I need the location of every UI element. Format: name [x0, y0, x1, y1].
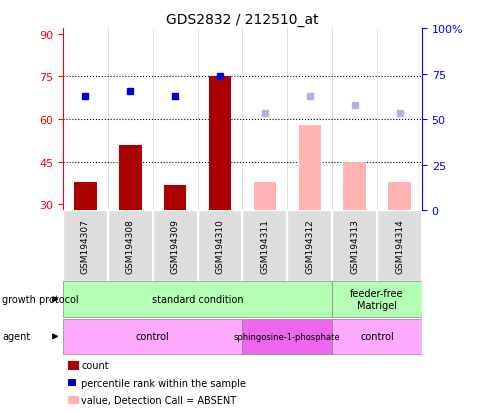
- Bar: [119, 145, 141, 211]
- Text: GSM194313: GSM194313: [349, 218, 359, 273]
- Bar: [287, 211, 332, 281]
- Text: GSM194310: GSM194310: [215, 218, 224, 273]
- Bar: [209, 77, 231, 211]
- Text: value, Detection Call = ABSENT: value, Detection Call = ABSENT: [81, 395, 236, 405]
- Bar: [298, 126, 320, 211]
- Text: GSM194314: GSM194314: [394, 218, 403, 273]
- Text: count: count: [81, 361, 109, 370]
- Text: feeder-free
Matrigel: feeder-free Matrigel: [349, 289, 403, 310]
- Text: GSM194307: GSM194307: [81, 218, 90, 273]
- Bar: [63, 211, 107, 281]
- Text: percentile rank within the sample: percentile rank within the sample: [81, 378, 246, 388]
- Text: control: control: [360, 332, 393, 342]
- Bar: [253, 182, 275, 211]
- Bar: [63, 282, 332, 317]
- Bar: [242, 319, 332, 354]
- Bar: [197, 211, 242, 281]
- Text: GSM194308: GSM194308: [125, 218, 135, 273]
- Text: growth protocol: growth protocol: [2, 294, 79, 304]
- Text: agent: agent: [2, 332, 30, 342]
- Bar: [242, 211, 287, 281]
- Bar: [152, 211, 197, 281]
- Bar: [63, 319, 242, 354]
- Bar: [343, 162, 365, 211]
- Text: GSM194309: GSM194309: [170, 218, 180, 273]
- Text: GSM194311: GSM194311: [260, 218, 269, 273]
- Bar: [107, 211, 152, 281]
- Bar: [164, 185, 186, 211]
- Bar: [332, 319, 421, 354]
- Text: control: control: [136, 332, 169, 342]
- Bar: [332, 282, 421, 317]
- Text: GSM194312: GSM194312: [304, 218, 314, 273]
- Text: sphingosine-1-phosphate: sphingosine-1-phosphate: [234, 332, 340, 341]
- Text: standard condition: standard condition: [151, 294, 243, 304]
- Bar: [388, 182, 410, 211]
- Bar: [376, 211, 421, 281]
- Bar: [332, 211, 376, 281]
- Title: GDS2832 / 212510_at: GDS2832 / 212510_at: [166, 12, 318, 26]
- Bar: [74, 182, 96, 211]
